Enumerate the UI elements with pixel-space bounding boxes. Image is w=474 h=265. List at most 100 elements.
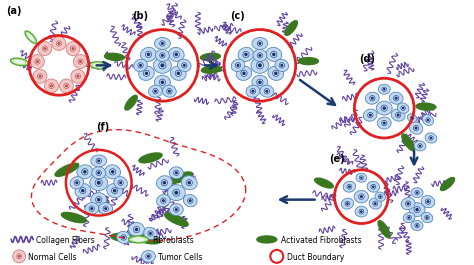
Circle shape [174,191,178,195]
Ellipse shape [104,53,124,60]
Circle shape [244,53,248,56]
Circle shape [360,210,363,213]
Ellipse shape [378,84,390,94]
Ellipse shape [422,114,434,126]
Circle shape [411,117,413,119]
Ellipse shape [403,213,415,223]
Ellipse shape [414,141,426,151]
Ellipse shape [142,250,155,262]
Circle shape [430,137,432,139]
Text: Normal Cells: Normal Cells [28,253,77,262]
Circle shape [161,54,164,57]
Ellipse shape [369,198,382,209]
Ellipse shape [266,47,282,61]
Ellipse shape [201,66,221,73]
Circle shape [242,72,246,75]
Ellipse shape [246,85,260,97]
Circle shape [38,42,52,56]
Ellipse shape [156,176,172,190]
Circle shape [57,42,60,45]
Circle shape [280,64,283,67]
Circle shape [66,42,80,56]
Ellipse shape [401,198,415,210]
Circle shape [168,90,171,93]
Ellipse shape [231,59,245,72]
Ellipse shape [144,227,157,240]
Ellipse shape [182,176,197,190]
Circle shape [18,255,20,258]
Text: (a): (a) [6,6,22,16]
Circle shape [30,55,45,69]
Circle shape [111,170,114,174]
Circle shape [175,208,178,211]
Ellipse shape [139,153,162,163]
Ellipse shape [90,175,108,191]
Circle shape [97,159,100,162]
Ellipse shape [367,181,380,192]
Ellipse shape [201,53,220,60]
Circle shape [135,228,138,231]
Ellipse shape [275,59,289,72]
Ellipse shape [141,47,156,61]
Circle shape [258,63,262,67]
Ellipse shape [440,178,455,191]
Ellipse shape [107,184,122,198]
Ellipse shape [378,221,390,238]
Circle shape [415,127,418,130]
Ellipse shape [251,58,269,73]
Text: Tumor Cells: Tumor Cells [158,253,203,262]
Ellipse shape [421,196,435,208]
Circle shape [374,202,377,205]
Ellipse shape [416,103,436,110]
Circle shape [189,199,191,202]
Ellipse shape [268,66,283,80]
Circle shape [183,64,186,67]
Circle shape [237,64,239,67]
Ellipse shape [164,213,188,226]
Circle shape [371,97,374,100]
Circle shape [97,198,100,201]
Circle shape [154,90,157,93]
Ellipse shape [341,198,354,209]
Circle shape [395,97,398,100]
Circle shape [81,189,84,192]
Ellipse shape [425,133,437,143]
Ellipse shape [356,173,367,182]
Circle shape [258,42,261,45]
Circle shape [419,145,421,147]
Ellipse shape [375,192,385,201]
Ellipse shape [156,195,170,207]
Ellipse shape [377,117,391,129]
Circle shape [177,72,180,75]
Ellipse shape [128,236,148,243]
Circle shape [79,60,82,63]
Ellipse shape [61,213,86,223]
Ellipse shape [260,85,274,97]
Circle shape [379,196,382,198]
Ellipse shape [355,206,368,217]
Ellipse shape [238,47,254,61]
Ellipse shape [25,31,36,43]
Circle shape [397,114,400,117]
Text: (d): (d) [359,54,375,64]
Circle shape [83,170,87,174]
Circle shape [160,63,164,67]
Ellipse shape [183,195,197,207]
Text: Activated Fibroblasts: Activated Fibroblasts [281,236,361,245]
Ellipse shape [105,165,120,179]
Ellipse shape [117,231,130,244]
Circle shape [46,52,72,78]
Ellipse shape [99,203,113,215]
Circle shape [44,47,46,50]
Ellipse shape [354,190,368,203]
Text: (c): (c) [230,11,245,21]
Ellipse shape [411,220,423,231]
Ellipse shape [257,236,277,243]
Circle shape [360,195,363,198]
Ellipse shape [138,66,155,80]
Circle shape [427,200,429,203]
Ellipse shape [55,163,79,176]
Circle shape [122,236,125,239]
Ellipse shape [155,50,169,61]
Ellipse shape [134,59,147,72]
